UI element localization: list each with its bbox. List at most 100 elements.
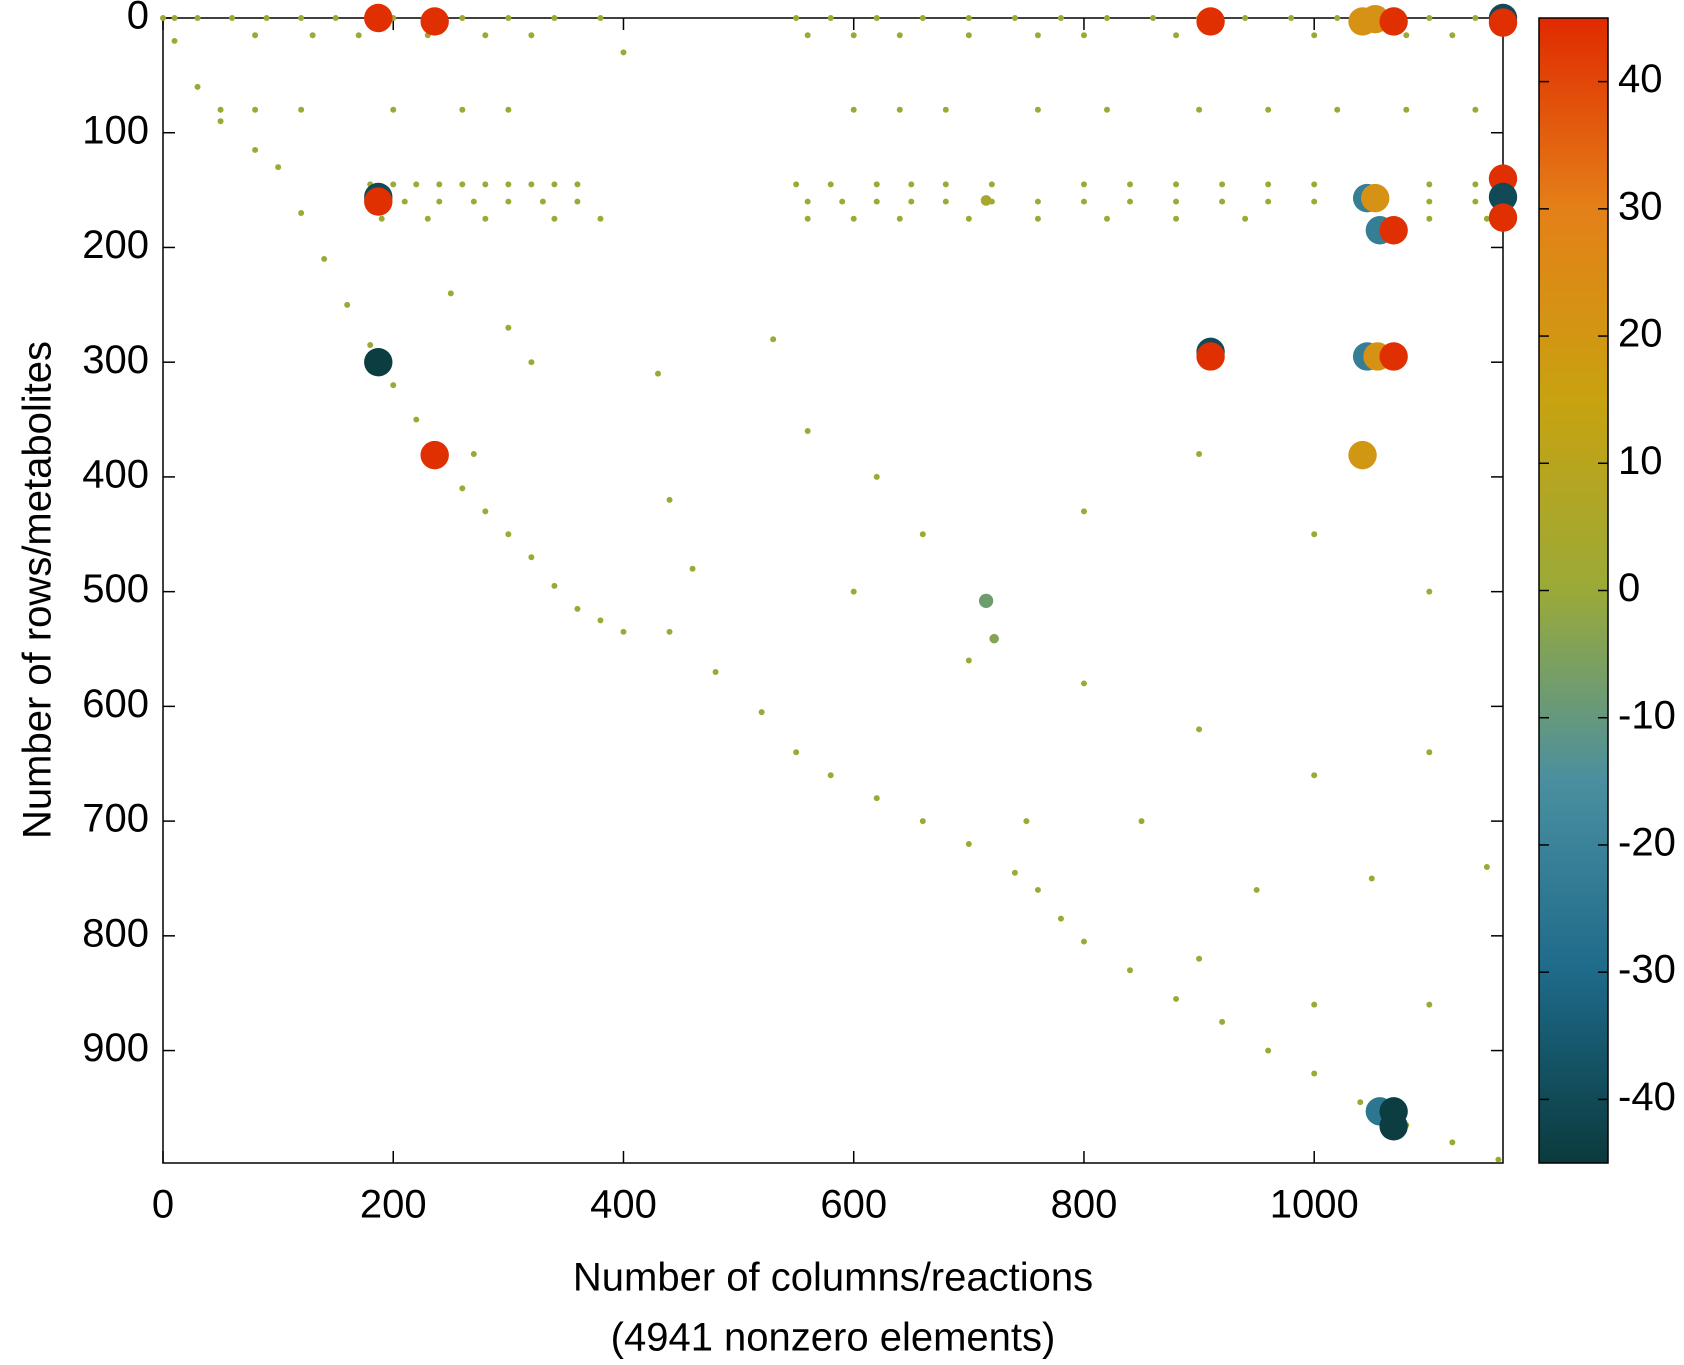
point: [850, 106, 857, 113]
point: [298, 15, 305, 21]
point: [1483, 215, 1490, 222]
point: [217, 118, 224, 125]
point: [505, 198, 512, 205]
x-tick-label: 0: [152, 1183, 174, 1227]
point: [1138, 818, 1145, 825]
point: [1023, 818, 1030, 825]
point: [528, 181, 535, 188]
x-axis-label: Number of columns/reactions: [573, 1256, 1093, 1300]
y-tick-label: 900: [82, 1026, 149, 1070]
colorbar-tick-label: -10: [1618, 693, 1676, 737]
point: [1288, 15, 1295, 21]
point: [505, 106, 512, 113]
point: [1311, 198, 1318, 205]
point: [620, 49, 627, 56]
point: [194, 15, 201, 21]
point: [597, 215, 604, 222]
point: [827, 772, 834, 779]
point: [1011, 869, 1018, 876]
point: [355, 32, 362, 39]
point: [1057, 15, 1064, 21]
point: [978, 593, 994, 608]
point: [965, 841, 972, 848]
point: [367, 341, 374, 348]
point: [965, 215, 972, 222]
point: [873, 15, 880, 21]
point: [551, 215, 558, 222]
point: [447, 290, 454, 297]
point: [1196, 726, 1203, 733]
point: [1196, 7, 1225, 36]
point: [528, 554, 535, 561]
point: [965, 15, 972, 21]
point: [666, 628, 673, 635]
point: [712, 668, 719, 675]
point: [793, 749, 800, 756]
point: [1379, 1112, 1408, 1141]
point: [793, 181, 800, 188]
point: [1368, 875, 1375, 882]
point: [1311, 1070, 1318, 1077]
point: [1379, 342, 1408, 371]
point: [528, 32, 535, 39]
point: [1483, 864, 1490, 870]
point: [1472, 181, 1479, 188]
point: [171, 37, 178, 44]
point: [1034, 215, 1041, 222]
point: [1034, 32, 1041, 39]
y-tick-label: 300: [82, 338, 149, 382]
point: [839, 198, 846, 205]
point: [1403, 106, 1410, 113]
y-tick-label: 200: [82, 223, 149, 267]
point: [965, 657, 972, 664]
point: [1196, 955, 1203, 962]
point: [574, 605, 581, 612]
point: [1080, 32, 1087, 39]
point: [1080, 181, 1087, 188]
point: [470, 198, 477, 205]
point: [804, 428, 811, 435]
point: [229, 15, 236, 21]
point: [1127, 967, 1134, 974]
point: [1150, 15, 1157, 21]
point: [390, 181, 397, 188]
point: [482, 32, 489, 39]
y-axis-label: Number of rows/metabolites: [16, 341, 60, 839]
point: [574, 198, 581, 205]
point: [1449, 32, 1456, 39]
point: [965, 32, 972, 39]
point: [1103, 106, 1110, 113]
point: [896, 32, 903, 39]
point: [980, 195, 992, 206]
point: [989, 633, 999, 644]
point: [420, 7, 449, 36]
point: [1426, 749, 1433, 756]
point: [1173, 181, 1180, 188]
y-tick-label: 800: [82, 911, 149, 955]
point: [459, 181, 466, 188]
point: [1472, 198, 1479, 205]
point: [539, 198, 546, 205]
point: [321, 255, 328, 262]
point: [420, 440, 449, 470]
point: [298, 210, 305, 217]
point: [827, 15, 834, 21]
point: [1403, 32, 1410, 39]
point: [1173, 215, 1180, 222]
point: [1334, 15, 1341, 21]
y-tick-label: 400: [82, 452, 149, 496]
point: [1334, 106, 1341, 113]
point: [459, 106, 466, 113]
y-tick-label: 100: [82, 108, 149, 152]
point: [252, 106, 259, 113]
point: [919, 15, 926, 21]
point: [908, 181, 915, 188]
point: [505, 531, 512, 538]
point: [942, 106, 949, 113]
point: [309, 32, 316, 39]
point: [620, 628, 627, 635]
point: [804, 215, 811, 222]
colorbar-tick-label: 40: [1618, 57, 1663, 101]
point: [378, 215, 385, 222]
